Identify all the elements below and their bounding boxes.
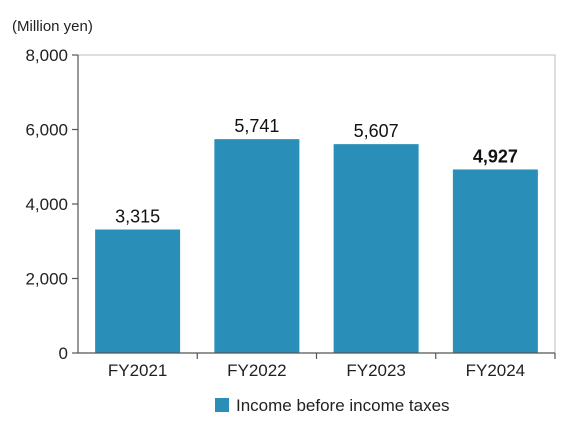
legend: Income before income taxes — [215, 396, 450, 415]
bar-fy2021 — [95, 229, 181, 353]
data-label-fy2022: 5,741 — [234, 116, 279, 136]
bar-fy2022 — [214, 139, 300, 353]
category-label-fy2024: FY2024 — [466, 361, 526, 380]
category-label-fy2022: FY2022 — [227, 361, 287, 380]
legend-swatch — [215, 398, 229, 412]
data-label-fy2024: 4,927 — [473, 146, 518, 166]
category-label-fy2021: FY2021 — [108, 361, 168, 380]
y-axis-ticks: 0 2,000 4,000 6,000 8,000 — [25, 46, 78, 363]
data-label-fy2021: 3,315 — [115, 207, 160, 227]
legend-label: Income before income taxes — [236, 396, 450, 415]
category-labels-group: FY2021 FY2022 FY2023 FY2024 — [108, 353, 556, 380]
y-tick-label: 6,000 — [25, 121, 68, 140]
y-tick-label: 0 — [59, 344, 68, 363]
y-tick-label: 2,000 — [25, 270, 68, 289]
data-labels-group: 3,315 5,741 5,607 4,927 — [115, 116, 518, 226]
category-label-fy2023: FY2023 — [346, 361, 406, 380]
bar-fy2024 — [452, 169, 538, 353]
y-tick-label: 4,000 — [25, 195, 68, 214]
y-tick-label: 8,000 — [25, 46, 68, 65]
unit-label: (Million yen) — [12, 18, 93, 35]
data-label-fy2023: 5,607 — [354, 121, 399, 141]
bar-fy2023 — [333, 144, 419, 353]
bars-group — [95, 139, 538, 353]
